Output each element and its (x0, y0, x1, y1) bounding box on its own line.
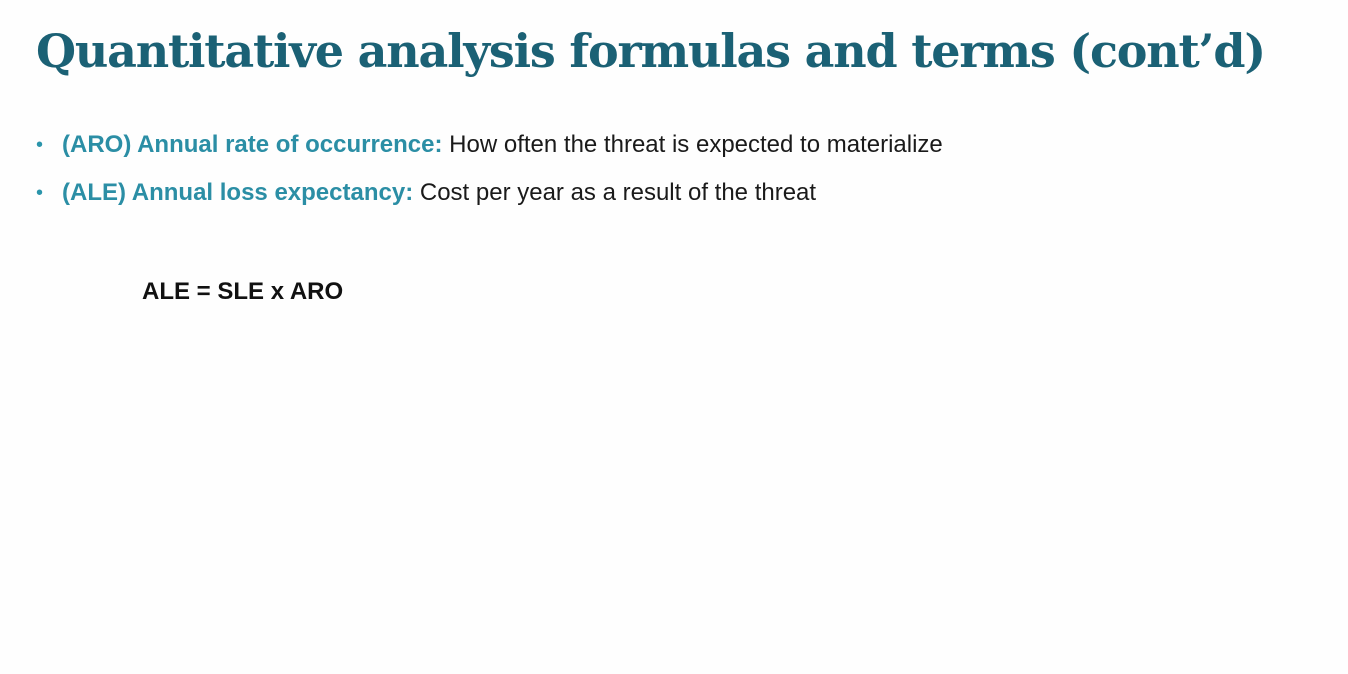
bullet-icon: • (36, 182, 44, 204)
term-aro: (ARO) Annual rate of occurrence: (62, 131, 443, 158)
definition-aro: How often the threat is expected to mate… (449, 131, 943, 158)
term-ale: (ALE) Annual loss expectancy: (62, 179, 414, 206)
bullet-item-ale: • (ALE) Annual loss expectancy: Cost per… (36, 174, 943, 222)
definition-ale: Cost per year as a result of the threat (419, 179, 817, 206)
slide-title: Quantitative analysis formulas and terms… (36, 24, 1266, 78)
bullet-icon: • (36, 134, 44, 156)
bullet-item-aro: • (ARO) Annual rate of occurrence: How o… (36, 126, 943, 174)
ale-formula: ALE = SLE x ARO (142, 278, 344, 305)
bullet-list: • (ARO) Annual rate of occurrence: How o… (36, 126, 943, 222)
